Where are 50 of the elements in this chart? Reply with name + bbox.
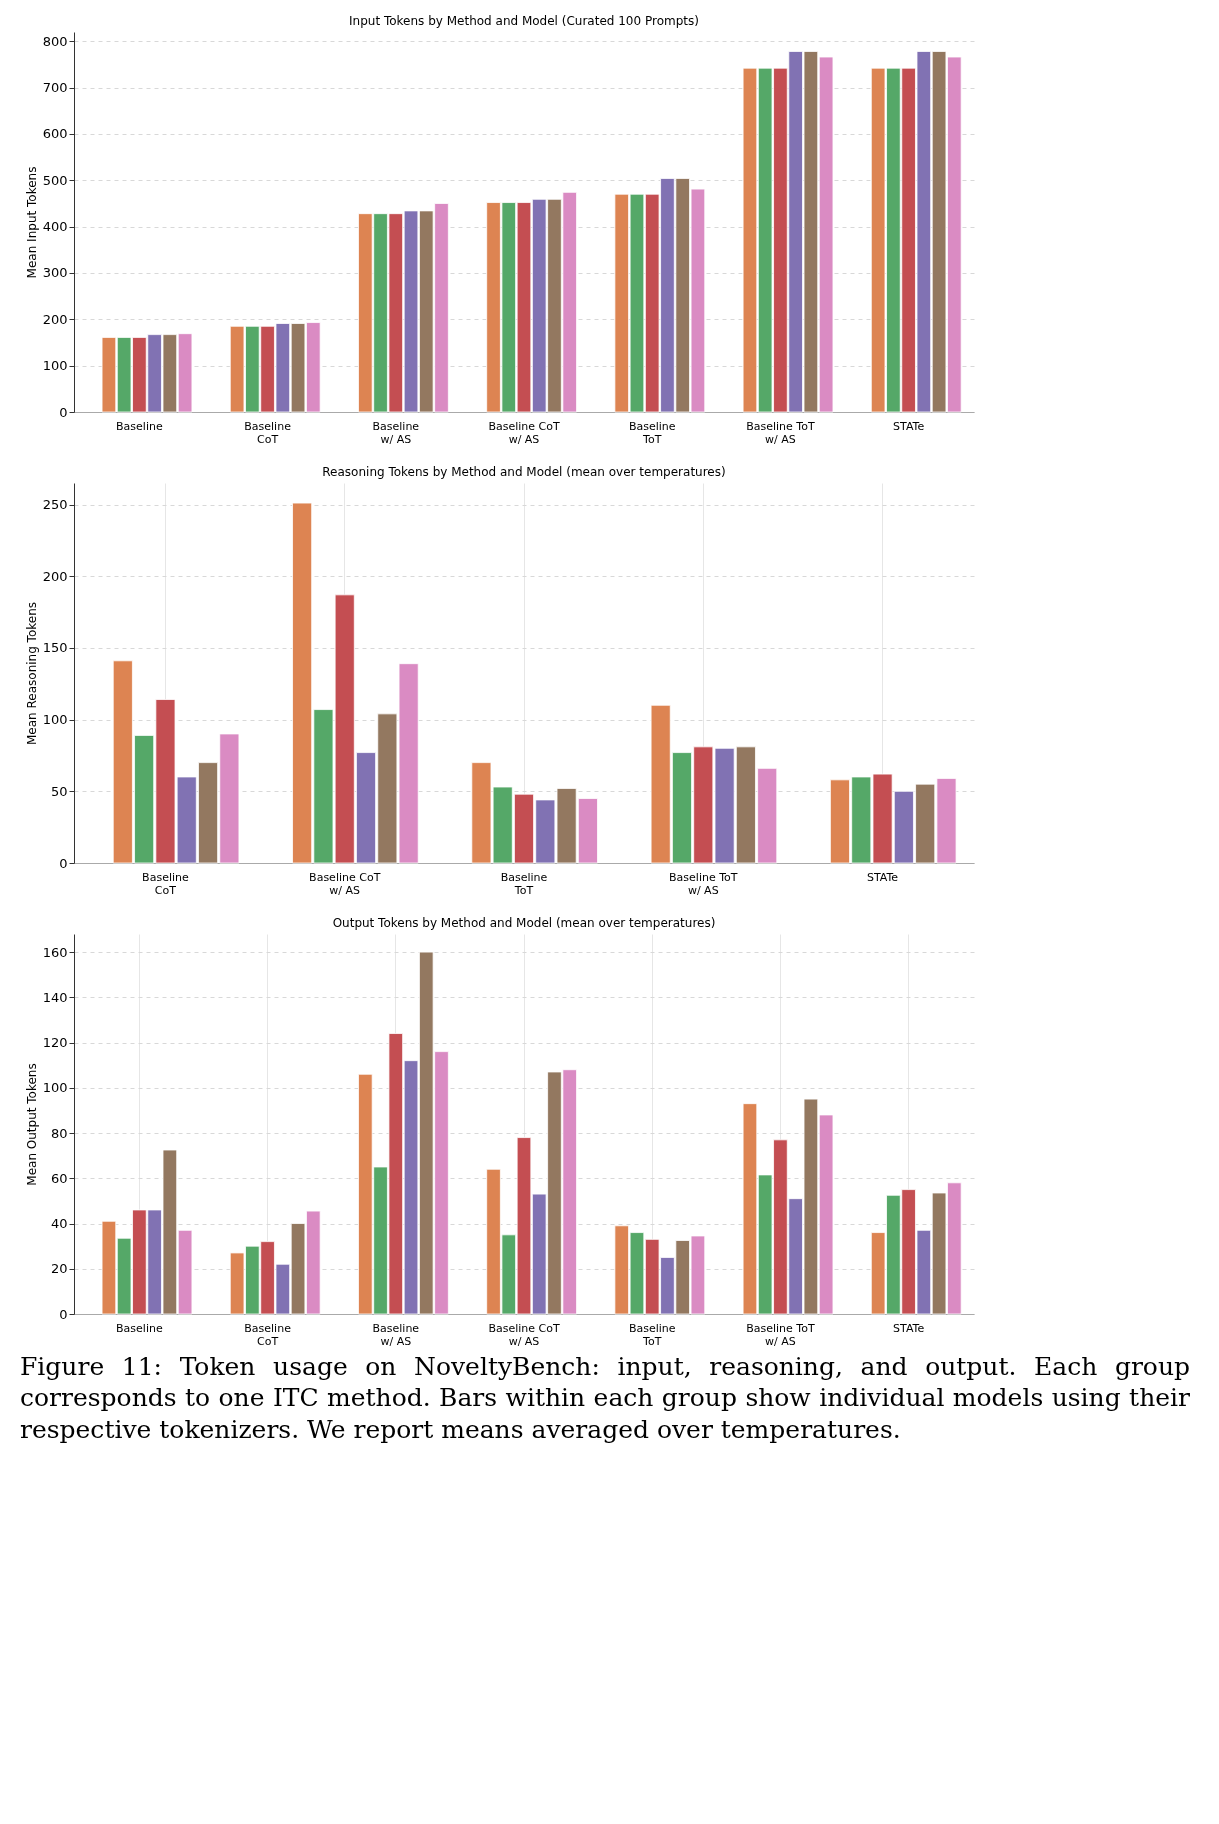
y-tick-label: 700 <box>42 80 68 96</box>
y-tick-label: 500 <box>42 172 68 188</box>
y-axis-title: Mean Output Tokens <box>24 1063 39 1186</box>
y-tick-label: 0 <box>59 855 68 871</box>
x-tick-label: Baseline ToT w/ AS <box>669 870 738 897</box>
y-tick-label: 80 <box>50 1125 68 1141</box>
x-tick-label: STATe <box>867 870 899 884</box>
x-tick-label: Baseline w/ AS <box>372 419 420 446</box>
y-tick-label: 800 <box>42 33 68 49</box>
y-tick-label: 160 <box>42 944 68 960</box>
x-tick-label: Baseline CoT <box>244 1321 292 1348</box>
y-tick-label: 200 <box>42 311 68 327</box>
x-tick-label: Baseline <box>116 419 163 433</box>
y-axis-title: Mean Input Tokens <box>24 166 39 279</box>
y-tick-label: 200 <box>42 568 68 584</box>
x-tick-label: Baseline ToT w/ AS <box>746 419 815 446</box>
x-tick-label: Baseline CoT <box>244 419 292 446</box>
y-tick-label: 60 <box>50 1170 68 1186</box>
y-tick-label: 0 <box>59 404 68 420</box>
y-tick-label: 100 <box>42 712 68 728</box>
y-tick-label: 300 <box>42 265 68 281</box>
y-tick-label: 400 <box>42 219 68 235</box>
x-tick-label: Baseline CoT w/ AS <box>309 870 381 897</box>
x-tick-label: Baseline <box>116 1321 163 1335</box>
chart-title: Input Tokens by Method and Model (Curated 100 Prompts) <box>349 14 699 28</box>
x-tick-label: STATe <box>893 1321 925 1335</box>
y-tick-label: 140 <box>42 989 68 1005</box>
y-tick-label: 120 <box>42 1035 68 1051</box>
chart-title: Output Tokens by Method and Model (mean over temperatures) <box>332 916 716 930</box>
y-tick-label: 20 <box>50 1261 68 1277</box>
y-tick-label: 0 <box>59 1306 68 1322</box>
x-tick-label: Baseline ToT w/ AS <box>746 1321 815 1348</box>
chart-title: Reasoning Tokens by Method and Model (mean over temperatures) <box>322 465 726 479</box>
y-tick-label: 150 <box>42 640 68 656</box>
x-tick-label: Baseline CoT w/ AS <box>488 419 560 446</box>
x-tick-label: Baseline ToT <box>628 419 676 446</box>
caption: Figure 11: Token usage on NoveltyBench: input, reasoning, and output. Each group corresponds to one ITC method. Bars within each group show individual models using their respective tokenizers. We report means averaged over temperatures. <box>20 1351 1190 1445</box>
x-tick-label: Baseline w/ AS <box>372 1321 420 1348</box>
x-tick-label: Baseline ToT <box>500 870 548 897</box>
y-tick-label: 250 <box>42 497 68 513</box>
y-axis-title: Mean Reasoning Tokens <box>24 601 39 746</box>
y-tick-label: 100 <box>42 1080 68 1096</box>
x-tick-label: Baseline CoT <box>142 870 189 897</box>
x-tick-label: Baseline ToT <box>628 1321 676 1348</box>
y-tick-label: 40 <box>50 1216 68 1232</box>
y-tick-label: 50 <box>50 783 68 799</box>
x-tick-label: STATe <box>893 419 925 433</box>
y-tick-label: 100 <box>42 358 68 374</box>
x-tick-label: Baseline CoT w/ AS <box>488 1321 560 1348</box>
y-tick-label: 600 <box>42 126 68 142</box>
